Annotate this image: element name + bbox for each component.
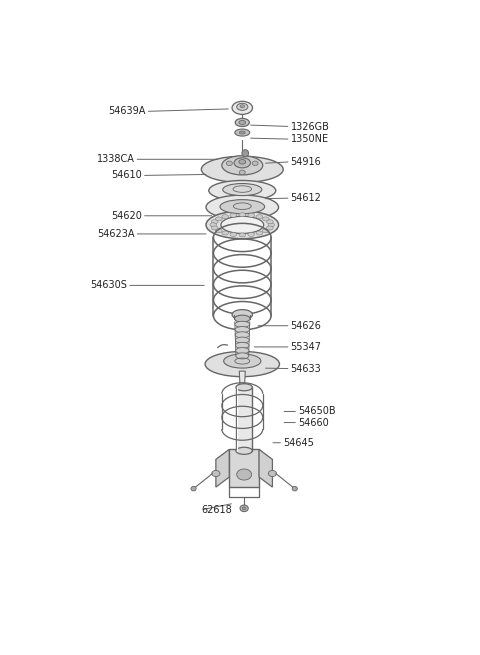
Ellipse shape bbox=[235, 129, 250, 136]
Ellipse shape bbox=[222, 156, 263, 175]
Text: 54645: 54645 bbox=[283, 438, 314, 448]
Ellipse shape bbox=[292, 487, 297, 491]
Ellipse shape bbox=[242, 150, 249, 157]
Ellipse shape bbox=[248, 233, 254, 236]
Ellipse shape bbox=[240, 131, 245, 134]
Ellipse shape bbox=[242, 507, 246, 510]
Ellipse shape bbox=[221, 216, 264, 233]
Ellipse shape bbox=[236, 343, 249, 348]
Text: 55347: 55347 bbox=[290, 342, 322, 352]
Ellipse shape bbox=[235, 119, 249, 126]
Ellipse shape bbox=[234, 315, 250, 322]
Ellipse shape bbox=[235, 327, 250, 333]
Ellipse shape bbox=[205, 352, 279, 377]
Ellipse shape bbox=[223, 183, 262, 196]
Ellipse shape bbox=[220, 200, 264, 214]
Ellipse shape bbox=[239, 160, 246, 164]
Ellipse shape bbox=[209, 181, 276, 200]
Ellipse shape bbox=[191, 487, 196, 491]
Polygon shape bbox=[259, 449, 273, 487]
Ellipse shape bbox=[256, 231, 263, 235]
Ellipse shape bbox=[210, 223, 216, 227]
Ellipse shape bbox=[230, 214, 237, 217]
Ellipse shape bbox=[202, 157, 283, 183]
Ellipse shape bbox=[206, 195, 278, 219]
Ellipse shape bbox=[263, 217, 269, 221]
Ellipse shape bbox=[235, 322, 250, 328]
Ellipse shape bbox=[263, 229, 269, 233]
FancyBboxPatch shape bbox=[229, 449, 259, 487]
Ellipse shape bbox=[224, 354, 261, 368]
Ellipse shape bbox=[216, 217, 222, 221]
Ellipse shape bbox=[216, 229, 222, 233]
Text: 54916: 54916 bbox=[290, 157, 322, 167]
Ellipse shape bbox=[236, 384, 252, 391]
Ellipse shape bbox=[240, 170, 245, 175]
Ellipse shape bbox=[211, 226, 218, 230]
Text: 54633: 54633 bbox=[290, 364, 322, 373]
Ellipse shape bbox=[256, 215, 263, 219]
Ellipse shape bbox=[266, 226, 273, 230]
Ellipse shape bbox=[230, 233, 237, 236]
Ellipse shape bbox=[235, 337, 249, 343]
Ellipse shape bbox=[212, 470, 220, 477]
Text: 54660: 54660 bbox=[298, 418, 329, 428]
Text: 54639A: 54639A bbox=[108, 106, 145, 117]
Ellipse shape bbox=[235, 332, 250, 338]
Text: 54623A: 54623A bbox=[97, 229, 134, 239]
Ellipse shape bbox=[236, 353, 249, 359]
Ellipse shape bbox=[237, 469, 252, 480]
Text: 62618: 62618 bbox=[202, 505, 232, 515]
Ellipse shape bbox=[206, 211, 278, 238]
Ellipse shape bbox=[268, 470, 276, 477]
Ellipse shape bbox=[222, 215, 228, 219]
Ellipse shape bbox=[266, 219, 273, 224]
Polygon shape bbox=[240, 371, 245, 387]
Text: 54650B: 54650B bbox=[298, 407, 336, 417]
Text: 54626: 54626 bbox=[290, 321, 322, 331]
Ellipse shape bbox=[227, 161, 232, 166]
FancyBboxPatch shape bbox=[236, 387, 252, 451]
Ellipse shape bbox=[232, 102, 252, 115]
Ellipse shape bbox=[237, 103, 248, 111]
Ellipse shape bbox=[236, 447, 252, 455]
Text: 54610: 54610 bbox=[111, 170, 142, 180]
Text: 1338CA: 1338CA bbox=[96, 155, 134, 164]
Ellipse shape bbox=[211, 219, 218, 224]
Ellipse shape bbox=[239, 121, 246, 124]
Ellipse shape bbox=[239, 233, 246, 237]
Polygon shape bbox=[216, 449, 229, 487]
Ellipse shape bbox=[239, 213, 246, 217]
Text: 54612: 54612 bbox=[290, 193, 322, 203]
Ellipse shape bbox=[248, 214, 254, 217]
Ellipse shape bbox=[236, 348, 249, 354]
Ellipse shape bbox=[240, 105, 244, 108]
Ellipse shape bbox=[240, 505, 248, 512]
Ellipse shape bbox=[222, 231, 228, 235]
Text: 1326GB: 1326GB bbox=[290, 122, 329, 132]
Text: 54630S: 54630S bbox=[90, 280, 127, 290]
Ellipse shape bbox=[252, 161, 258, 166]
Text: 1350NE: 1350NE bbox=[290, 134, 329, 144]
Ellipse shape bbox=[268, 223, 275, 227]
Ellipse shape bbox=[234, 158, 251, 168]
Text: 54620: 54620 bbox=[111, 211, 142, 221]
Ellipse shape bbox=[232, 310, 252, 320]
